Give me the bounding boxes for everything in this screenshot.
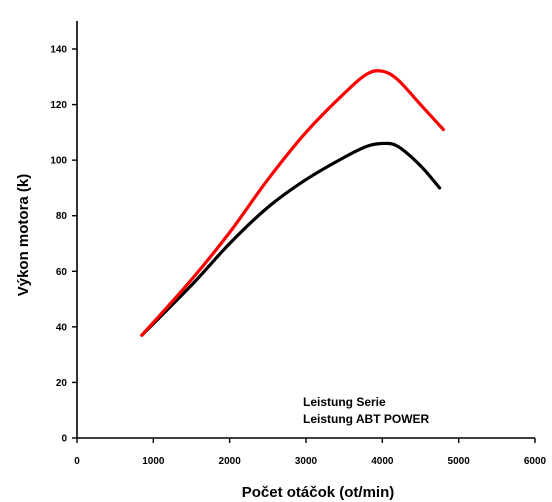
y-tick-label: 0 (61, 434, 67, 445)
x-axis-title: Počet otáčok (ot/min) (242, 484, 395, 501)
legend-entry-1: Leistung ABT POWER (303, 412, 430, 426)
y-tick-label: 140 (50, 45, 67, 56)
y-tick-label: 60 (56, 267, 68, 278)
y-tick-label: 80 (56, 211, 68, 222)
x-tick-label: 3000 (295, 456, 318, 467)
plot-area: 0 20 40 60 80 100 120 140 0 1000 2000 3000 4000 5000 6… (15, 21, 547, 501)
series-line-0 (140, 141, 442, 337)
x-tick-label: 4000 (371, 456, 394, 467)
x-tick-label: 2000 (219, 456, 242, 467)
x-tick-label: 6000 (524, 456, 547, 467)
x-tick-label: 0 (74, 456, 80, 467)
y-tick-label: 100 (50, 156, 67, 167)
y-axis-title: Výkon motora (k) (15, 174, 32, 297)
x-tick-label: 5000 (448, 456, 471, 467)
y-tick-label: 20 (56, 378, 68, 389)
legend-entry-0: Leistung Serie (303, 395, 386, 409)
y-tick-label: 120 (50, 100, 67, 111)
series-line-1 (140, 69, 445, 337)
x-tick-label: 1000 (142, 456, 165, 467)
y-tick-label: 40 (56, 322, 68, 333)
